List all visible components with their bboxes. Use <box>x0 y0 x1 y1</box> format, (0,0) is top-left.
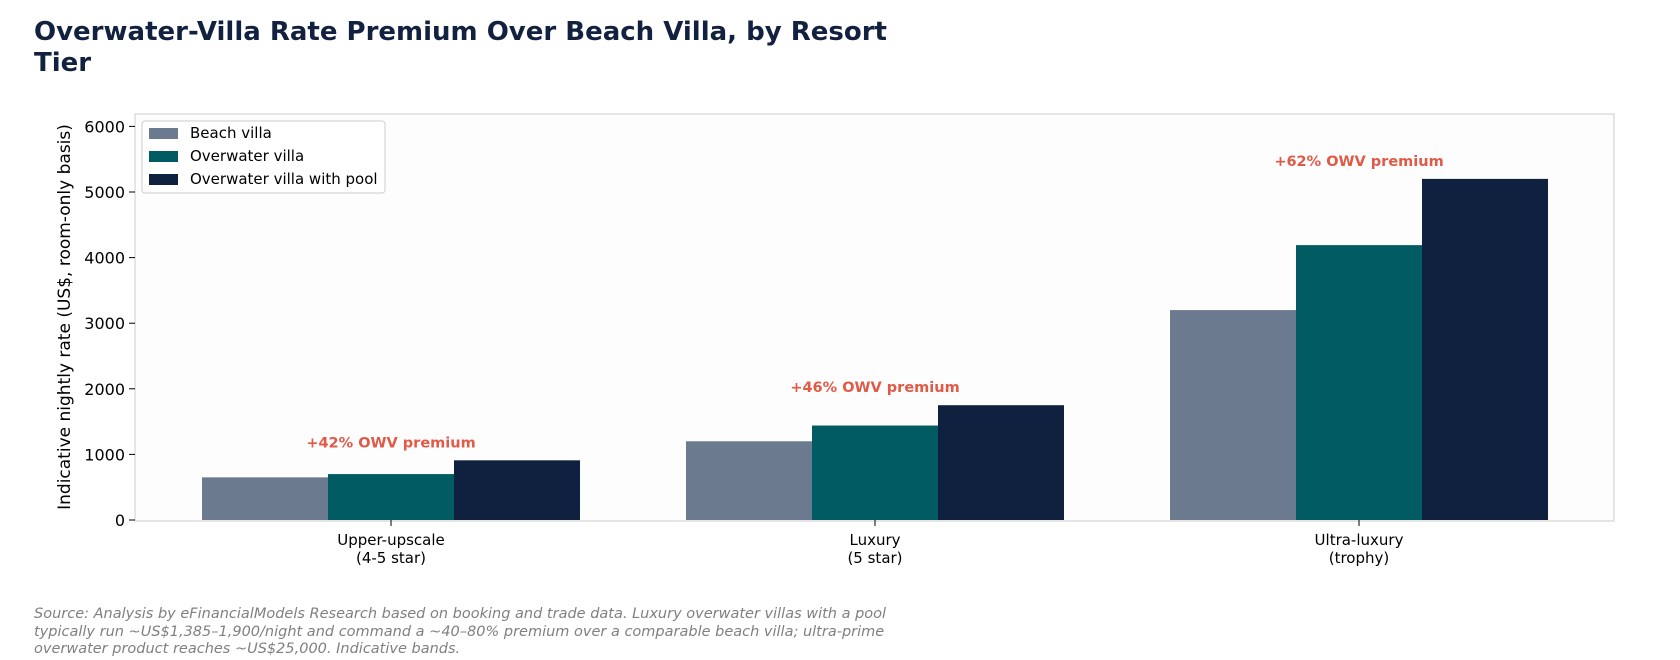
y-axis-label: Indicative nightly rate (US$, room-only … <box>55 124 75 510</box>
bar-2-1 <box>938 405 1064 520</box>
premium-annotation-1: +46% OWV premium <box>790 380 959 396</box>
y-axis: 0 1000 2000 3000 4000 5000 6000 <box>84 117 135 530</box>
legend-frame <box>141 120 386 194</box>
x-category-label: Luxury (5 star) <box>847 531 902 567</box>
x-category-label: Ultra-luxury (trophy) <box>1315 531 1404 567</box>
legend-swatch <box>149 128 178 139</box>
y-tick-label: 2000 <box>84 380 125 399</box>
bar-0-0 <box>202 477 328 520</box>
premium-annotation-2: +62% OWV premium <box>1274 154 1443 170</box>
x-category-label-line: (5 star) <box>847 549 902 567</box>
x-category-label-line: (4-5 star) <box>356 549 426 567</box>
bar-2-2 <box>1422 178 1548 520</box>
legend: Beach villa Overwater villa Overwater vill… <box>141 120 386 194</box>
y-tick-label: 0 <box>115 511 125 530</box>
bars-group <box>202 178 1548 521</box>
x-category-label-line: Upper-upscale <box>337 531 445 549</box>
x-axis: Upper-upscale (4-5 star) Luxury (5 star) Ult… <box>337 520 1404 567</box>
bar-1-2 <box>1296 245 1422 521</box>
x-category-label-line: Luxury <box>849 531 900 549</box>
x-category-label-line: Ultra-luxury <box>1315 531 1404 549</box>
y-tick-label: 4000 <box>84 249 125 268</box>
bar-2-0 <box>454 460 580 520</box>
source-footnote: Source: Analysis by eFinancialModels Res… <box>34 606 887 657</box>
bar-0-1 <box>686 441 812 520</box>
x-category-label-line: (trophy) <box>1329 549 1390 567</box>
y-tick-label: 1000 <box>84 445 125 464</box>
legend-swatch <box>149 151 178 162</box>
y-tick-label: 6000 <box>84 117 125 136</box>
x-category-label: Upper-upscale (4-5 star) <box>337 531 445 567</box>
y-tick-label: 3000 <box>84 314 125 333</box>
premium-annotation-0: +42% OWV premium <box>306 435 475 451</box>
bar-1-1 <box>812 425 938 520</box>
legend-label: Beach villa <box>190 124 272 142</box>
bar-0-2 <box>1170 310 1296 520</box>
bar-1-0 <box>328 474 454 520</box>
annotations-group: +42% OWV premium +46% OWV premium +62% OWV… <box>306 154 1443 451</box>
y-tick-label: 5000 <box>84 183 125 202</box>
legend-swatch <box>149 174 178 185</box>
legend-label: Overwater villa with pool <box>190 170 378 188</box>
chart-title: Overwater-Villa Rate Premium Over Beach … <box>34 17 887 78</box>
legend-label: Overwater villa <box>190 147 304 165</box>
